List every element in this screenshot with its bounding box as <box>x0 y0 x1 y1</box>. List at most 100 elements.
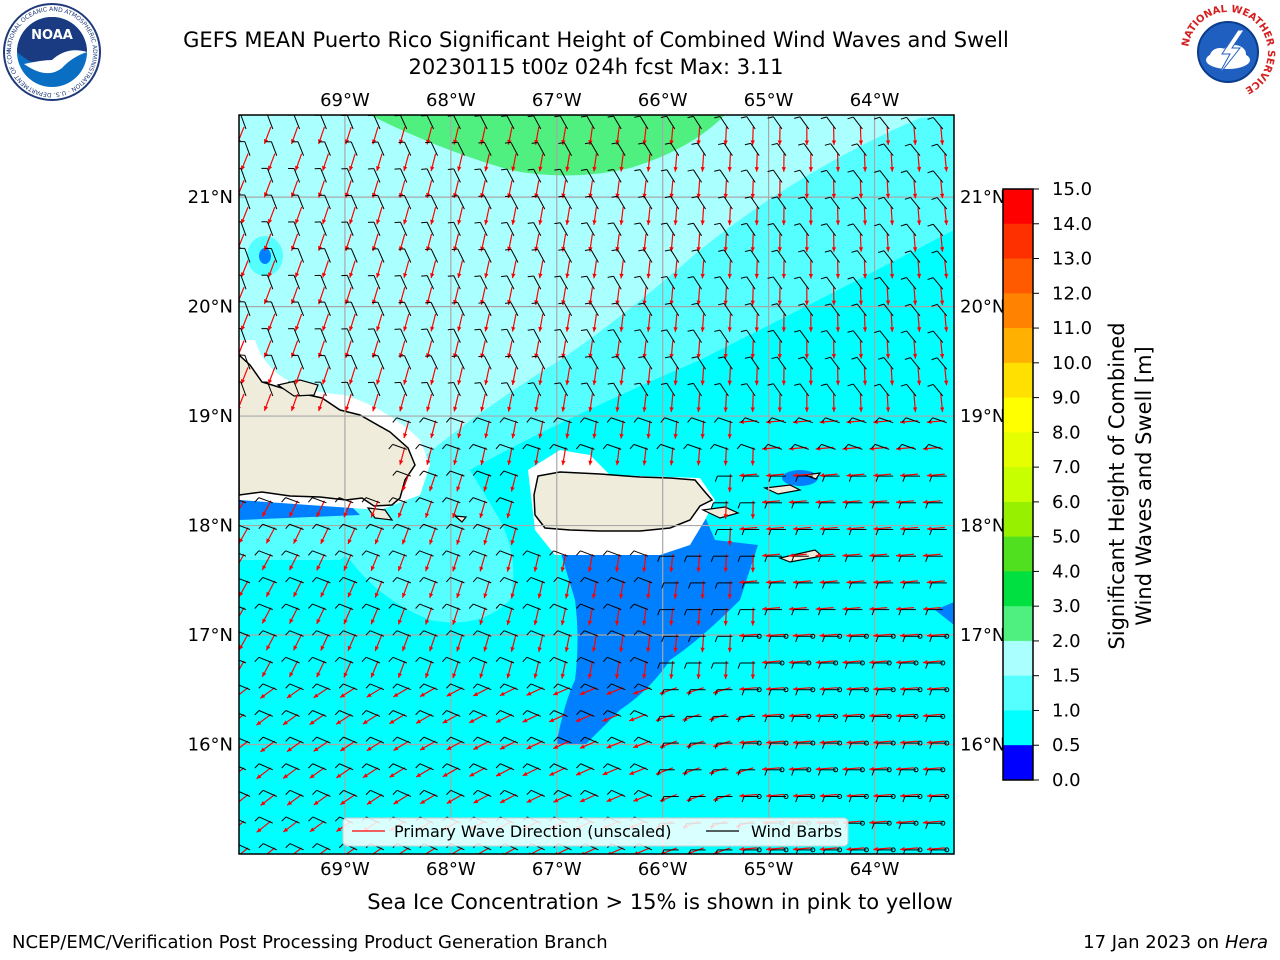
wave-arrow-head <box>739 579 744 585</box>
wind-barb-flag <box>824 356 831 360</box>
wave-arrow-head <box>646 327 651 332</box>
wind-barb <box>503 630 519 637</box>
wind-barb-flag <box>607 275 614 278</box>
colorbar-swatch <box>1003 223 1033 260</box>
wave-arrow-head <box>804 193 810 199</box>
wind-barb-flag <box>764 502 768 509</box>
wave-arrow-head <box>403 219 408 225</box>
wave-arrow-head <box>750 674 756 679</box>
wind-barb <box>557 417 572 424</box>
wind-barb-flag <box>660 329 667 332</box>
wind-barb-flag <box>691 356 698 359</box>
wave-arrow-head <box>873 793 878 798</box>
wind-barb-flag <box>258 843 264 849</box>
wind-barb-flag <box>740 116 747 119</box>
wind-barb <box>392 497 407 504</box>
wind-barb <box>479 328 488 343</box>
wave-arrow-head <box>499 691 505 696</box>
wind-barb-flag <box>228 604 232 608</box>
wind-barb <box>633 550 649 557</box>
land-st-thomas <box>762 484 802 495</box>
wind-barb-flag <box>718 196 725 199</box>
wind-barb-flag <box>848 636 852 643</box>
wave-arrow-head <box>835 327 841 332</box>
wind-barb-flag <box>714 475 718 482</box>
wave-arrow-head <box>739 793 744 798</box>
wave-arrow-head <box>696 567 701 573</box>
wind-barb-flag <box>499 470 505 476</box>
wind-barb-flag <box>554 275 561 278</box>
wave-arrow-head <box>565 380 570 386</box>
wind-barb <box>473 603 488 611</box>
wave-arrow-head <box>922 766 928 772</box>
wave-arrow-head <box>526 744 532 749</box>
wave-arrow-head <box>347 592 352 598</box>
wind-barb-flag <box>254 816 260 822</box>
wind-barb <box>499 603 515 611</box>
wave-arrow-head <box>858 193 864 199</box>
wave-arrow-head <box>762 660 767 665</box>
colorbar-swatch <box>1003 432 1033 468</box>
wave-arrow-head <box>762 606 767 611</box>
wind-barb-flag <box>822 742 826 749</box>
wind-barb-flag <box>824 249 831 253</box>
wind-barb-flag <box>691 249 698 252</box>
wind-barb-flag <box>844 769 848 776</box>
wind-barb <box>879 223 890 237</box>
wind-barb-flag <box>851 303 858 307</box>
wind-barb-flag <box>875 529 879 536</box>
wind-barb-flag <box>258 789 264 795</box>
wind-barb <box>553 550 568 557</box>
wind-barb-flag <box>847 116 854 120</box>
colorbar-tick-label: 13.0 <box>1052 249 1092 270</box>
wind-barb-flag <box>737 556 741 562</box>
wind-barb-flag <box>611 302 618 305</box>
wave-arrow-head <box>696 353 701 359</box>
wave-arrow-head <box>419 692 425 697</box>
wind-barb-flag <box>927 223 934 227</box>
wave-arrow-head <box>788 606 794 611</box>
wave-arrow-head <box>842 606 848 611</box>
wind-barb-flag <box>629 444 635 450</box>
wind-barb-flag <box>580 683 585 689</box>
wind-barb <box>830 143 841 156</box>
wave-arrow <box>239 126 245 142</box>
wave-arrow-head <box>425 512 430 518</box>
wave-arrow-head <box>700 167 705 172</box>
wind-barb-flag <box>660 222 667 225</box>
wave-arrow-head <box>889 380 895 386</box>
wind-barb <box>270 355 278 370</box>
wind-barb <box>320 115 327 130</box>
wind-barb-flag <box>798 249 805 253</box>
wind-barb <box>339 550 354 557</box>
wind-barb-flag <box>633 736 639 742</box>
wind-barb-flag <box>629 710 635 716</box>
wind-barb <box>639 169 649 183</box>
wind-barb-flag <box>848 582 852 589</box>
wind-barb-flag <box>361 710 367 716</box>
wind-barb-flag <box>791 662 795 669</box>
wave-arrow <box>503 847 517 854</box>
wind-barb-flag <box>549 656 555 663</box>
wind-barb <box>874 443 890 450</box>
wind-barb-flag <box>504 248 512 251</box>
wave-arrow-head <box>896 553 901 558</box>
wind-barb-flag <box>611 142 618 145</box>
wave-arrow-head <box>926 686 932 692</box>
wind-barb-flag <box>472 630 478 636</box>
wave-arrow-head <box>565 433 570 439</box>
wind-barb-flag <box>553 789 559 795</box>
wind-barb-flag <box>338 630 344 636</box>
wind-barb-flag <box>741 636 745 643</box>
wave-arrow-head <box>723 674 728 679</box>
wave-arrow-head <box>815 606 821 611</box>
wind-barb <box>373 168 381 183</box>
wind-barb-flag <box>638 142 645 145</box>
wind-barb <box>584 417 599 424</box>
colorbar-tick-label: 14.0 <box>1052 214 1092 235</box>
wind-barb <box>826 330 837 343</box>
wind-barb-flag <box>576 603 581 609</box>
wind-barb <box>776 356 787 370</box>
wind-barb-flag <box>638 195 645 198</box>
wave-arrow-head <box>592 273 597 279</box>
